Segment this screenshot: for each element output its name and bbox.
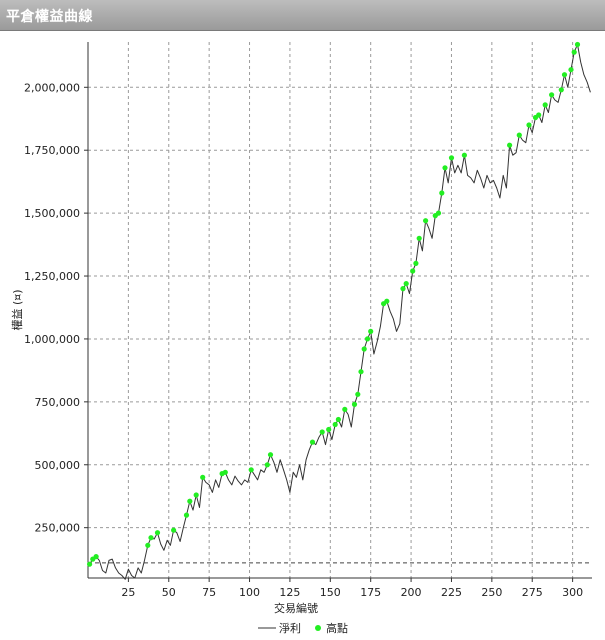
high-point-marker: [248, 467, 254, 473]
high-point-marker: [561, 72, 568, 78]
x-tick-label: 50: [162, 586, 176, 599]
y-tick-label: 500,000: [35, 459, 81, 472]
high-point-marker: [351, 401, 358, 407]
high-point-marker: [183, 512, 190, 518]
high-point-marker: [410, 268, 416, 274]
high-point-marker: [264, 462, 270, 468]
high-point-marker: [423, 218, 429, 224]
high-point-marker: [93, 554, 99, 560]
high-point-marker: [187, 498, 193, 504]
x-tick-label: 25: [121, 586, 135, 599]
high-point-marker: [413, 260, 419, 266]
x-tick-label: 250: [481, 586, 502, 599]
high-point-marker: [267, 452, 274, 458]
high-point-marker: [435, 210, 442, 216]
y-tick-label: 1,750,000: [24, 144, 80, 157]
high-point-marker: [326, 426, 332, 433]
high-point-marker: [384, 298, 390, 304]
y-tick-label: 1,000,000: [24, 333, 80, 346]
y-axis-label: 權益 (¤): [10, 289, 24, 330]
high-point-marker: [193, 492, 199, 498]
x-tick-label: 75: [202, 586, 216, 599]
high-point-marker: [154, 530, 161, 536]
high-point-marker: [416, 235, 422, 241]
high-point-marker: [549, 92, 555, 98]
y-tick-label: 750,000: [35, 396, 81, 409]
x-tick-label: 125: [279, 586, 300, 599]
high-point-marker: [574, 41, 581, 48]
chart-legend: 淨利 高點: [258, 621, 348, 635]
high-point-marker: [335, 416, 341, 423]
x-tick-label: 275: [522, 586, 543, 599]
x-axis-label: 交易編號: [274, 601, 318, 615]
net-profit-series-line: [89, 44, 591, 580]
high-point-marker: [332, 421, 338, 428]
high-point-marker: [87, 561, 93, 567]
x-tick-label: 200: [401, 586, 422, 599]
y-tick-label: 250,000: [35, 522, 81, 535]
high-point-marker: [355, 391, 361, 397]
high-point-marker: [145, 542, 151, 548]
high-point-marker: [461, 152, 467, 158]
high-point-marker: [361, 346, 367, 352]
high-point-marker: [171, 527, 177, 533]
high-point-marker: [342, 406, 348, 412]
x-tick-label: 100: [239, 586, 260, 599]
x-tick-label: 175: [360, 586, 381, 599]
y-tick-label: 1,500,000: [24, 207, 80, 220]
high-point-marker: [526, 122, 532, 128]
high-point-marker: [558, 87, 564, 93]
high-point-marker: [222, 469, 228, 475]
high-point-marker: [403, 281, 409, 287]
high-point-marker: [439, 190, 445, 196]
x-tick-label: 225: [441, 586, 462, 599]
window-title: 平倉權益曲線: [6, 9, 93, 25]
axis-layer: 25 50 75 100 125 150 175 200 225 250 275 300 250,000…: [24, 42, 592, 599]
high-point-marker: [568, 67, 574, 73]
window-titlebar: 平倉權益曲線: [0, 0, 605, 31]
high-point-marker: [319, 429, 325, 435]
legend-label-net-profit: 淨利: [279, 622, 301, 635]
high-point-marker: [571, 49, 577, 55]
high-point-marker: [542, 102, 548, 108]
high-point-marker: [400, 286, 406, 292]
high-point-marker: [442, 165, 448, 171]
high-point-marker: [368, 328, 374, 334]
y-tick-label: 1,250,000: [24, 270, 80, 283]
high-point-marker: [358, 369, 364, 375]
high-point-marker: [364, 336, 371, 342]
x-tick-label: 300: [562, 586, 583, 599]
high-point-marker: [536, 112, 542, 118]
grid-layer: [88, 42, 592, 578]
high-point-marker: [200, 474, 206, 480]
legend-label-high: 高點: [326, 621, 348, 635]
high-point-marker: [507, 142, 513, 148]
high-point-marker: [448, 155, 455, 161]
series-layer: [87, 41, 591, 580]
legend-marker-swatch: [315, 625, 321, 631]
high-point-marker: [309, 439, 316, 445]
high-point-marker: [148, 535, 154, 541]
x-tick-label: 150: [320, 586, 341, 599]
high-point-marker: [516, 132, 522, 138]
y-tick-label: 2,000,000: [24, 81, 80, 94]
